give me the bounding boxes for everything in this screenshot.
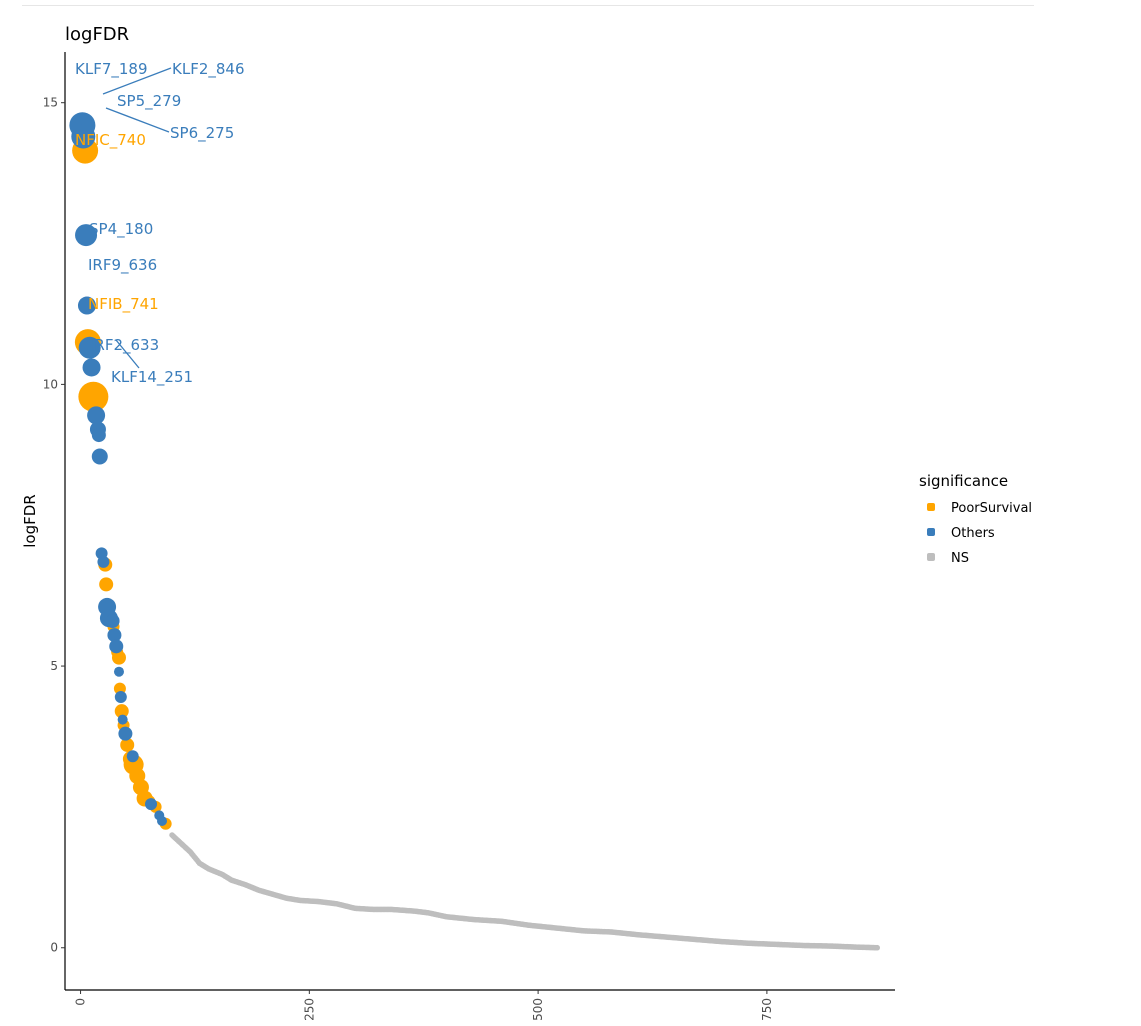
others-point [113,666,124,677]
point-label: NFIB_741 [88,295,159,314]
plot-title: logFDR [65,24,129,45]
others-point [87,406,106,425]
others-point [82,358,101,377]
others-point [71,124,96,149]
point-label: IRF9_636 [88,256,157,275]
legend-key-ns [927,553,935,561]
point-label: KLF2_846 [172,60,245,79]
poor-survival-point [78,381,109,412]
others-point [126,750,139,763]
y-axis-title: logFDR [21,494,39,547]
point-label: SP4_180 [89,220,153,239]
legend: significance PoorSurvival Others NS [919,472,1032,566]
legend-key-others [927,528,935,536]
point-label: NFIC_740 [75,131,146,150]
others-point [145,798,158,811]
y-tick-label: 15 [43,96,58,110]
poor-survival-point [99,577,114,592]
others-point [157,815,167,826]
x-tick-label: 250 [302,998,316,1021]
legend-label-others: Others [951,526,995,541]
x-tick-label: 500 [531,998,545,1021]
y-tick-label: 5 [50,659,58,673]
ns-point [874,944,880,951]
others-point [91,428,106,443]
others-point [75,224,98,247]
others-point [114,691,127,704]
legend-key-poorsurvival [927,503,935,511]
axes [64,52,895,991]
legend-label-poorsurvival: PoorSurvival [951,501,1032,516]
significant-points-layer [69,112,172,830]
point-labels-layer: KLF7_189 KLF2_846 SP5_279 SP6_275 NFIC_740 SP… [75,60,245,387]
legend-label-ns: NS [951,551,969,566]
poor-survival-point [120,737,135,752]
y-tick-label: 10 [43,377,58,391]
y-tick-label: 0 [50,941,58,955]
point-label: IRF2_633 [90,336,159,355]
point-label: SP5_279 [117,92,181,111]
point-label: SP6_275 [170,124,234,143]
others-point [117,714,128,725]
poor-survival-point [111,650,126,665]
others-point [97,555,110,568]
poor-survival-point [114,704,129,719]
others-point [118,726,133,741]
others-point [107,628,122,643]
legend-title: significance [919,472,1008,490]
axis-ticks: 0 5 10 15 0 250 500 750 [43,96,774,1021]
x-tick-label: 0 [74,998,88,1006]
label-leader-line [105,107,170,133]
point-label: KLF14_251 [111,368,193,387]
others-point [105,614,120,628]
others-point [77,296,96,315]
top-divider [22,5,1034,6]
x-tick-label: 750 [760,998,774,1021]
others-point [78,336,101,359]
ns-points-layer [169,832,880,951]
label-leader-line [102,67,172,95]
others-point [109,639,124,654]
others-point [91,448,108,465]
point-label: KLF7_189 [75,60,148,79]
label-leader-line [115,339,140,369]
